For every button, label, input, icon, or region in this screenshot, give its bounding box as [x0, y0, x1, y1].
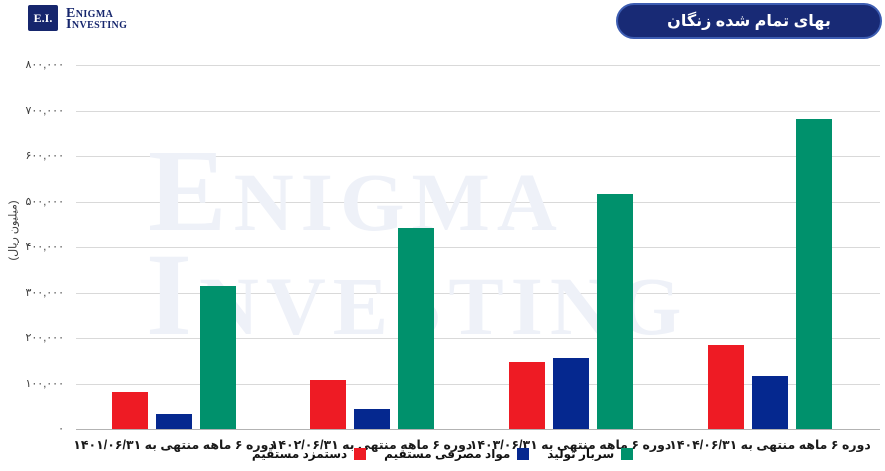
bar [309, 379, 346, 429]
y-axis-tick-label: ۴۰۰,۰۰۰ [25, 241, 64, 253]
bar [112, 392, 148, 429]
gridline [76, 65, 880, 66]
x-axis-category-label: دوره ۶ ماهه منتهی به ۱۴۰۲/۰۶/۳۱ [270, 438, 473, 452]
bar [156, 413, 192, 429]
gridline [76, 338, 880, 339]
chart-title: بهای تمام شده زنگان [667, 13, 831, 30]
legend-item: سربار تولید [547, 447, 634, 461]
legend-item: مواد مصرفی مستقیم [384, 447, 530, 461]
gridline [76, 247, 880, 248]
brand-monogram: E.I. [33, 10, 53, 25]
bar [752, 375, 788, 429]
y-axis-tick-label: ۳۰۰,۰۰۰ [25, 286, 64, 299]
y-axis-tick-label: ۱۰۰,۰۰۰ [25, 377, 64, 390]
bar [508, 362, 545, 429]
bar [596, 194, 633, 429]
bar [552, 357, 589, 429]
y-axis-tick-label: ۲۰۰,۰۰۰ [25, 332, 64, 344]
gridline [76, 110, 880, 112]
legend-swatch-icon [621, 448, 634, 460]
x-axis-category-label: دوره ۶ ماهه منتهی به ۱۴۰۴/۰۶/۳۱ [669, 438, 871, 452]
legend-label: سربار تولید [547, 447, 615, 461]
gridline [76, 201, 880, 203]
y-axis-tick-label: ۰ [58, 423, 64, 435]
y-axis-tick-label: ۷۰۰,۰۰۰ [25, 104, 64, 117]
bar [353, 409, 390, 429]
chart-title-badge: بهای تمام شده زنگان [616, 3, 882, 39]
brand-name-line2: Investing [66, 17, 128, 32]
bar [200, 286, 236, 429]
legend-label: دستمزد مستقیم [251, 447, 348, 461]
x-axis-category-label: دوره ۶ ماهه منتهی به ۱۴۰۱/۰۶/۳۱ [73, 438, 275, 452]
y-axis-tick-label: ۵۰۰,۰۰۰ [25, 195, 64, 208]
y-axis-tick-label: ۶۰۰,۰۰۰ [25, 150, 64, 162]
y-axis-tick-label: ۸۰۰,۰۰۰ [25, 59, 64, 71]
legend-swatch-icon [517, 448, 530, 460]
brand-logo: E.I. Enigma Investing [28, 5, 128, 32]
brand-name: Enigma Investing [66, 5, 128, 32]
watermark-line1: Enigma [148, 125, 564, 256]
x-axis-line [76, 429, 880, 430]
bar [796, 119, 832, 429]
legend-swatch-icon [354, 448, 367, 460]
gridline [76, 383, 880, 385]
bar [708, 345, 744, 429]
gridline [76, 156, 880, 157]
bar [397, 228, 434, 429]
gridline [76, 292, 880, 294]
legend-label: مواد مصرفی مستقیم [384, 447, 511, 461]
legend-item: دستمزد مستقیم [251, 447, 367, 461]
brand-name-line1: Enigma [66, 6, 114, 21]
brand-monogram-icon: E.I. [28, 5, 58, 31]
chart-legend: دستمزد مستقیم مواد مصرفی مستقیم سربار تولی… [0, 447, 885, 461]
